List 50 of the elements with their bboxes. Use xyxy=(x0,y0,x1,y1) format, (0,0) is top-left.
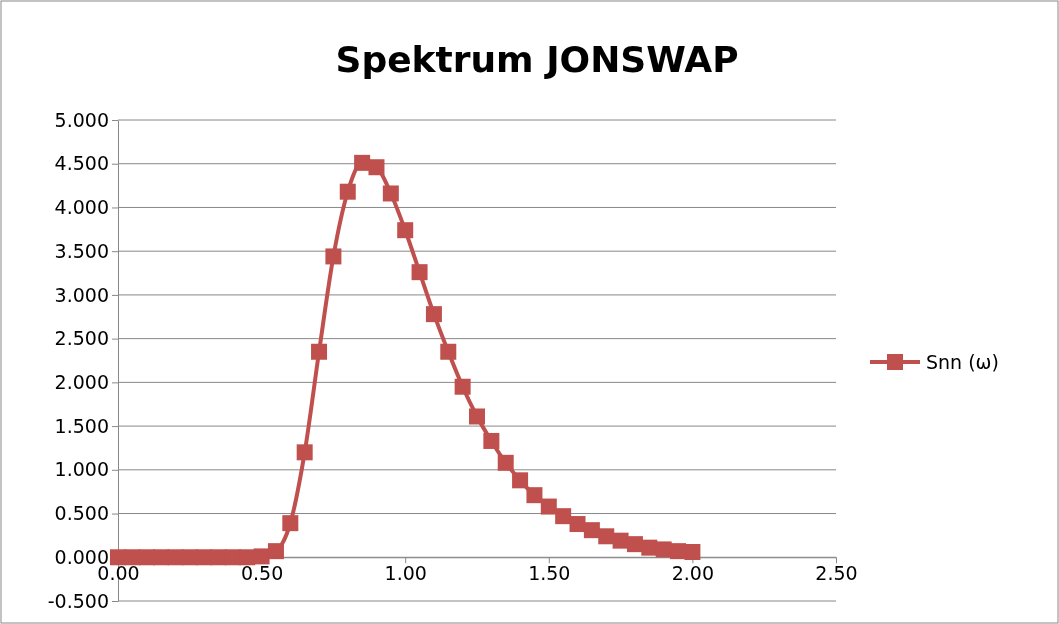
point xyxy=(397,222,414,239)
point xyxy=(282,515,299,532)
point xyxy=(239,549,256,566)
y-tick-label: 2.500 xyxy=(54,327,109,350)
point xyxy=(555,508,572,525)
y-tick-label: 3.500 xyxy=(54,239,109,262)
point xyxy=(411,264,428,281)
y-tick-label: 3.000 xyxy=(54,283,109,306)
point xyxy=(684,544,701,561)
point xyxy=(512,472,529,489)
x-tick-label: 0.50 xyxy=(240,561,284,584)
x-tick-label: 2.50 xyxy=(815,561,858,584)
point xyxy=(368,159,385,176)
point xyxy=(354,154,371,171)
point xyxy=(626,536,643,553)
point xyxy=(454,378,471,395)
point xyxy=(267,543,284,560)
y-tick-label: 1.000 xyxy=(54,458,109,481)
point xyxy=(440,343,457,360)
point xyxy=(382,185,399,202)
point xyxy=(124,549,141,566)
point xyxy=(425,306,442,323)
y-tick-label: 2.000 xyxy=(54,370,109,393)
point xyxy=(569,516,586,533)
point xyxy=(253,548,270,565)
point xyxy=(196,549,213,566)
legend-label: Snn (ω) xyxy=(926,350,999,373)
x-tick-label: 1.00 xyxy=(384,561,427,584)
y-tick-label: 1.500 xyxy=(54,414,109,437)
point xyxy=(526,487,543,504)
point xyxy=(325,248,342,265)
point xyxy=(540,498,557,515)
y-tick-label: 5.000 xyxy=(54,108,109,131)
chart-title: Spektrum JONSWAP xyxy=(335,39,739,80)
point xyxy=(497,454,514,471)
point xyxy=(598,528,615,545)
point xyxy=(641,539,658,556)
y-tick-label: -0.500 xyxy=(47,589,109,612)
point xyxy=(311,343,328,360)
point xyxy=(296,444,313,461)
point xyxy=(339,183,356,200)
point xyxy=(469,408,485,425)
point xyxy=(483,432,500,449)
y-tick-label: 4.500 xyxy=(54,152,109,175)
x-tick-label: 2.00 xyxy=(671,561,715,584)
point xyxy=(583,522,600,539)
y-tick-label: 4.000 xyxy=(54,196,109,219)
y-tick-label: 0.500 xyxy=(54,502,109,525)
point xyxy=(167,549,184,566)
x-tick-label: 1.50 xyxy=(528,561,571,584)
